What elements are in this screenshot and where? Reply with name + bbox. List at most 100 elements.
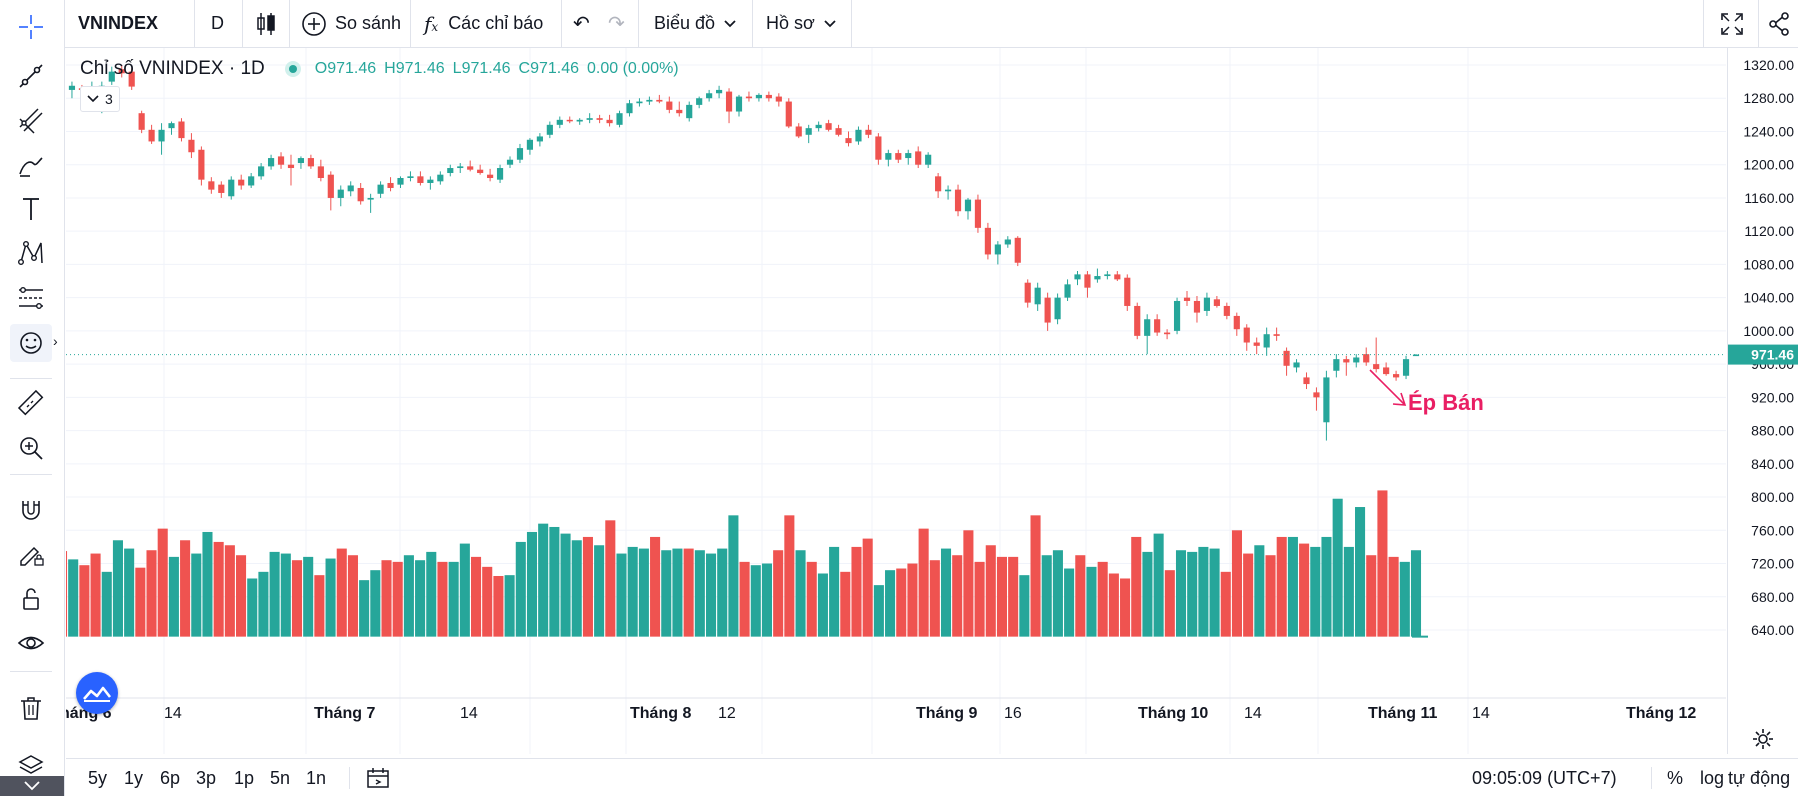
object-tree-tool[interactable] xyxy=(10,747,52,785)
candle-body xyxy=(387,182,394,188)
candle-body xyxy=(656,99,663,102)
delete-tool[interactable] xyxy=(10,689,52,727)
fib-icon xyxy=(19,108,43,134)
time-axis-settings[interactable] xyxy=(1752,728,1774,755)
compare-button[interactable]: So sánh xyxy=(301,0,401,47)
magnet-tool[interactable] xyxy=(10,491,52,529)
candle-body xyxy=(1094,276,1101,280)
trash-icon xyxy=(21,697,41,720)
emoji-tool[interactable] xyxy=(10,324,52,362)
fib-tool[interactable] xyxy=(10,101,52,139)
volume-bar xyxy=(705,553,717,637)
indicators-button[interactable]: fx Các chỉ báo xyxy=(424,0,543,47)
fullscreen-button[interactable] xyxy=(1720,0,1744,47)
brand-logo[interactable] xyxy=(76,672,118,714)
candle-body xyxy=(566,119,573,122)
symbol-search[interactable]: VNINDEX xyxy=(78,13,159,33)
range-6p[interactable]: 6p xyxy=(160,767,181,788)
candle-body xyxy=(1203,297,1211,311)
candle-body xyxy=(964,199,972,212)
ruler-tool[interactable] xyxy=(10,384,52,422)
candle-body xyxy=(118,69,125,74)
volume-bar xyxy=(1164,570,1175,637)
chevron-down-icon xyxy=(724,19,736,27)
candle-body xyxy=(148,129,155,142)
open-value: 971.46 xyxy=(327,60,377,77)
candle-body xyxy=(1213,299,1220,306)
candle-body xyxy=(1363,354,1370,363)
lock-tool[interactable] xyxy=(10,580,52,618)
symbol-title[interactable]: Chỉ số VNINDEX · 1D xyxy=(80,58,265,79)
candle-body xyxy=(477,169,484,174)
volume-bar xyxy=(79,565,90,637)
redo-button[interactable]: ↷ xyxy=(608,0,625,47)
volume-bar xyxy=(929,560,940,637)
crosshair-tool[interactable] xyxy=(10,8,52,46)
range-1p[interactable]: 1p xyxy=(234,767,255,788)
candle-body xyxy=(895,153,902,160)
range-1n[interactable]: 1n xyxy=(306,767,327,788)
text-tool[interactable] xyxy=(10,190,52,228)
candles-icon xyxy=(257,12,275,35)
zoom-in-tool[interactable] xyxy=(10,429,52,467)
time-label: Tháng 10 xyxy=(1138,705,1208,722)
interval-button[interactable]: D xyxy=(211,13,224,33)
range-1y[interactable]: 1y xyxy=(124,767,144,788)
pattern-tool[interactable] xyxy=(10,234,52,272)
candle-body xyxy=(1333,359,1340,371)
volume-bar xyxy=(806,561,817,637)
collapse-toolbar-button[interactable] xyxy=(0,776,64,796)
volume-bar xyxy=(582,536,593,637)
goto-date-button[interactable] xyxy=(366,759,390,797)
candle-body xyxy=(1124,277,1131,306)
candle-body xyxy=(1383,367,1390,375)
time-label: Tháng 11 xyxy=(1368,705,1437,722)
chart-style-button[interactable] xyxy=(255,0,277,47)
candle-body xyxy=(994,244,1001,255)
share-button[interactable] xyxy=(1768,0,1790,47)
candle-body xyxy=(297,158,305,164)
chevron-down-icon xyxy=(87,95,99,103)
volume-bar xyxy=(526,531,538,637)
volume-bar xyxy=(1175,550,1187,637)
range-5y[interactable]: 5y xyxy=(88,767,108,788)
chevron-right-icon[interactable]: › xyxy=(53,333,58,349)
time-label: Tháng 7 xyxy=(314,705,375,722)
chart-menu-button[interactable]: Biểu đồ xyxy=(654,0,737,47)
percent-toggle[interactable]: % xyxy=(1667,767,1684,788)
visibility-tool[interactable] xyxy=(10,624,52,662)
prediction-tool[interactable] xyxy=(10,279,52,317)
profile-menu-button[interactable]: Hồ sơ xyxy=(766,0,837,47)
undo-button[interactable]: ↶ xyxy=(573,0,590,47)
trend-line-tool[interactable] xyxy=(10,57,52,95)
range-3p[interactable]: 3p xyxy=(196,767,217,788)
change-value: 0.00 (0.00%) xyxy=(587,60,679,77)
candle-body xyxy=(1313,392,1320,398)
auto-scale-toggle[interactable]: tự động xyxy=(1728,767,1791,788)
volume-bar xyxy=(1198,546,1209,637)
toolbar-divider xyxy=(10,671,52,672)
time-label: Tháng 9 xyxy=(916,705,977,722)
volume-bar xyxy=(1030,515,1041,637)
volume-bar xyxy=(1299,543,1310,637)
range-5n[interactable]: 5n xyxy=(270,767,291,788)
brush-tool[interactable] xyxy=(10,146,52,184)
volume-bar xyxy=(784,515,795,637)
candle-body xyxy=(168,123,175,129)
magnet-icon xyxy=(22,501,40,520)
lock-drawings-tool[interactable] xyxy=(10,535,52,573)
volume-bar xyxy=(873,585,884,637)
candle-body xyxy=(238,179,245,186)
volume-bar xyxy=(728,515,739,637)
candle-body xyxy=(1044,297,1051,323)
clock-display[interactable]: 09:05:09 (UTC+7) xyxy=(1472,767,1617,788)
annotation-arrow xyxy=(1369,369,1406,406)
studies-toggle[interactable]: 3 xyxy=(80,86,120,112)
price-scale[interactable]: 1320.00 1280.00 1240.00 1200.00 1160.00 1120.… xyxy=(1727,48,1798,754)
chart-menu-label: Biểu đồ xyxy=(654,13,716,33)
compare-label: So sánh xyxy=(335,13,402,33)
volume-bar xyxy=(605,520,616,637)
volume-bar xyxy=(515,541,526,637)
log-toggle[interactable]: log xyxy=(1700,767,1725,788)
